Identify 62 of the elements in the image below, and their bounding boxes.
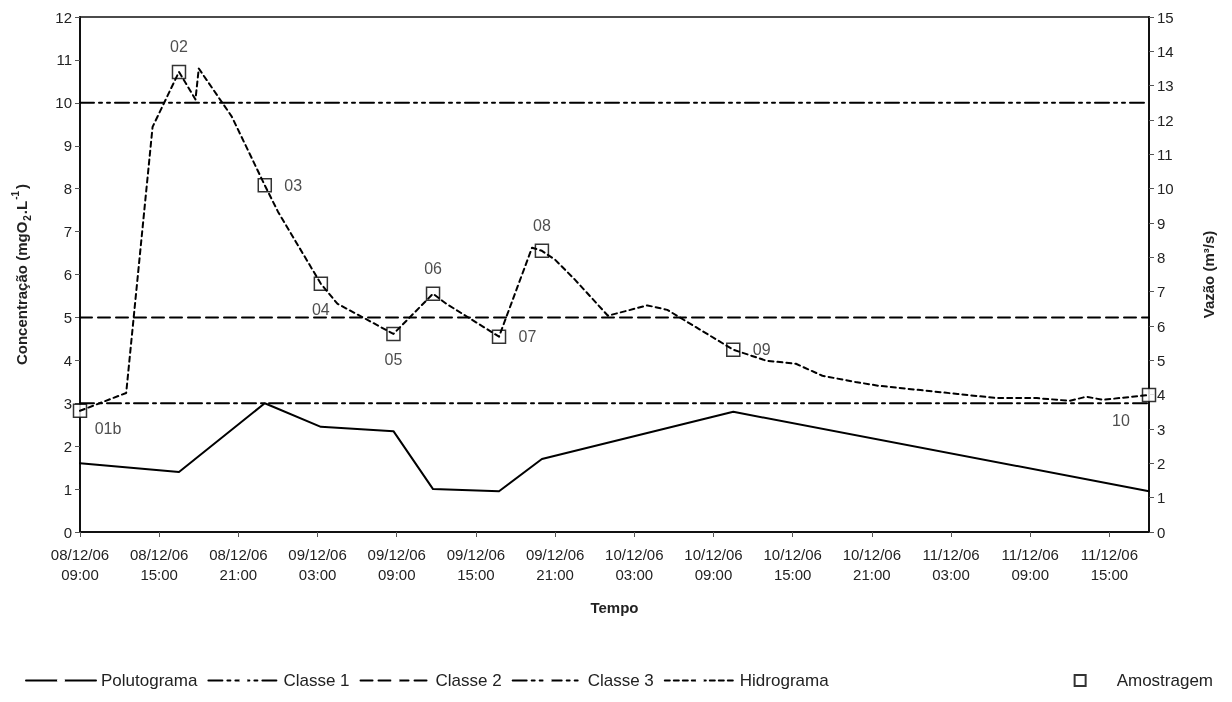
annotation: 05	[384, 350, 403, 368]
x-axis-title: Tempo	[590, 599, 639, 616]
x-tick-label: 09/12/06 15:00	[446, 545, 506, 583]
y-tick-label: 8	[63, 180, 72, 198]
y2-tick-label: 11	[1157, 145, 1173, 163]
y-tick-label: 4	[63, 351, 72, 369]
legend-label: Classe 3	[587, 671, 654, 690]
x-tick-label: 10/12/06 03:00	[605, 545, 664, 583]
y-tick-label: 9	[63, 137, 72, 155]
x-tick-label: 08/12/06 15:00	[129, 545, 189, 583]
x-tick-label: 11/12/06 15:00	[1080, 545, 1139, 583]
x-tick-label: 08/12/06 09:00	[50, 545, 110, 583]
annotation: 01b	[94, 419, 122, 437]
annotation: 03	[284, 176, 303, 194]
y2-tick-label: 5	[1157, 351, 1166, 369]
y2-tick-label: 13	[1157, 77, 1174, 95]
y-tick-label: 1	[63, 480, 72, 498]
y-tick-label: 12	[55, 8, 72, 26]
y-tick-label: 5	[63, 308, 72, 326]
x-tick-label: 08/12/06 21:00	[209, 545, 268, 583]
x-tick-label: 09/12/06 21:00	[525, 545, 585, 583]
annotation: 02	[170, 37, 188, 55]
annotation: 06	[424, 259, 443, 277]
x-tick-label: 11/12/06 09:00	[1001, 545, 1059, 583]
x-tick-label: 11/12/06 03:00	[922, 545, 980, 583]
annotation: 09	[752, 341, 771, 359]
x-tick-label: 09/12/06 09:00	[367, 545, 426, 583]
x-tick-label: 10/12/06 15:00	[763, 545, 822, 583]
x-tick-label: 09/12/06 03:00	[288, 545, 347, 583]
y2-axis-title: Vazão (m³/s)	[1199, 230, 1217, 319]
y2-tick-label: 14	[1157, 42, 1174, 60]
y-tick-label: 11	[56, 51, 72, 69]
y2-tick-label: 2	[1157, 454, 1166, 472]
y-tick-label: 6	[63, 266, 72, 283]
y2-tick-label: 3	[1157, 420, 1166, 438]
legend-label: Polutograma	[101, 671, 198, 690]
x-tick-label: 10/12/06 09:00	[684, 545, 743, 583]
y2-tick-label: 6	[1157, 317, 1166, 335]
y2-tick-label: 9	[1157, 214, 1166, 232]
legend-label: Amostragem	[1116, 671, 1214, 690]
y2-tick-label: 8	[1157, 248, 1166, 266]
annotation: 07	[518, 328, 537, 346]
annotation: 04	[311, 300, 330, 318]
y-tick-label: 0	[63, 523, 72, 541]
y2-tick-label: 1	[1157, 489, 1166, 507]
y-tick-label: 2	[63, 437, 72, 455]
y-tick-label: 3	[63, 394, 72, 412]
legend-label: Classe 1	[283, 671, 350, 690]
y2-tick-label: 15	[1157, 8, 1174, 26]
y-axis-title: Concentração (mgO2.L-1)	[9, 183, 33, 366]
y-tick-label: 7	[63, 223, 72, 241]
y-tick-label: 10	[55, 94, 72, 112]
annotation: 10	[1112, 412, 1130, 430]
x-tick-label: 10/12/06 21:00	[842, 545, 902, 583]
legend-label: Hidrograma	[739, 671, 830, 690]
y2-tick-label: 12	[1157, 111, 1174, 129]
y2-tick-label: 7	[1157, 283, 1166, 301]
y2-tick-label: 4	[1157, 386, 1166, 404]
annotation: 08	[533, 216, 551, 234]
y2-tick-label: 10	[1157, 180, 1174, 198]
legend-label: Classe 2	[435, 671, 502, 690]
y2-tick-label: 0	[1157, 523, 1166, 541]
